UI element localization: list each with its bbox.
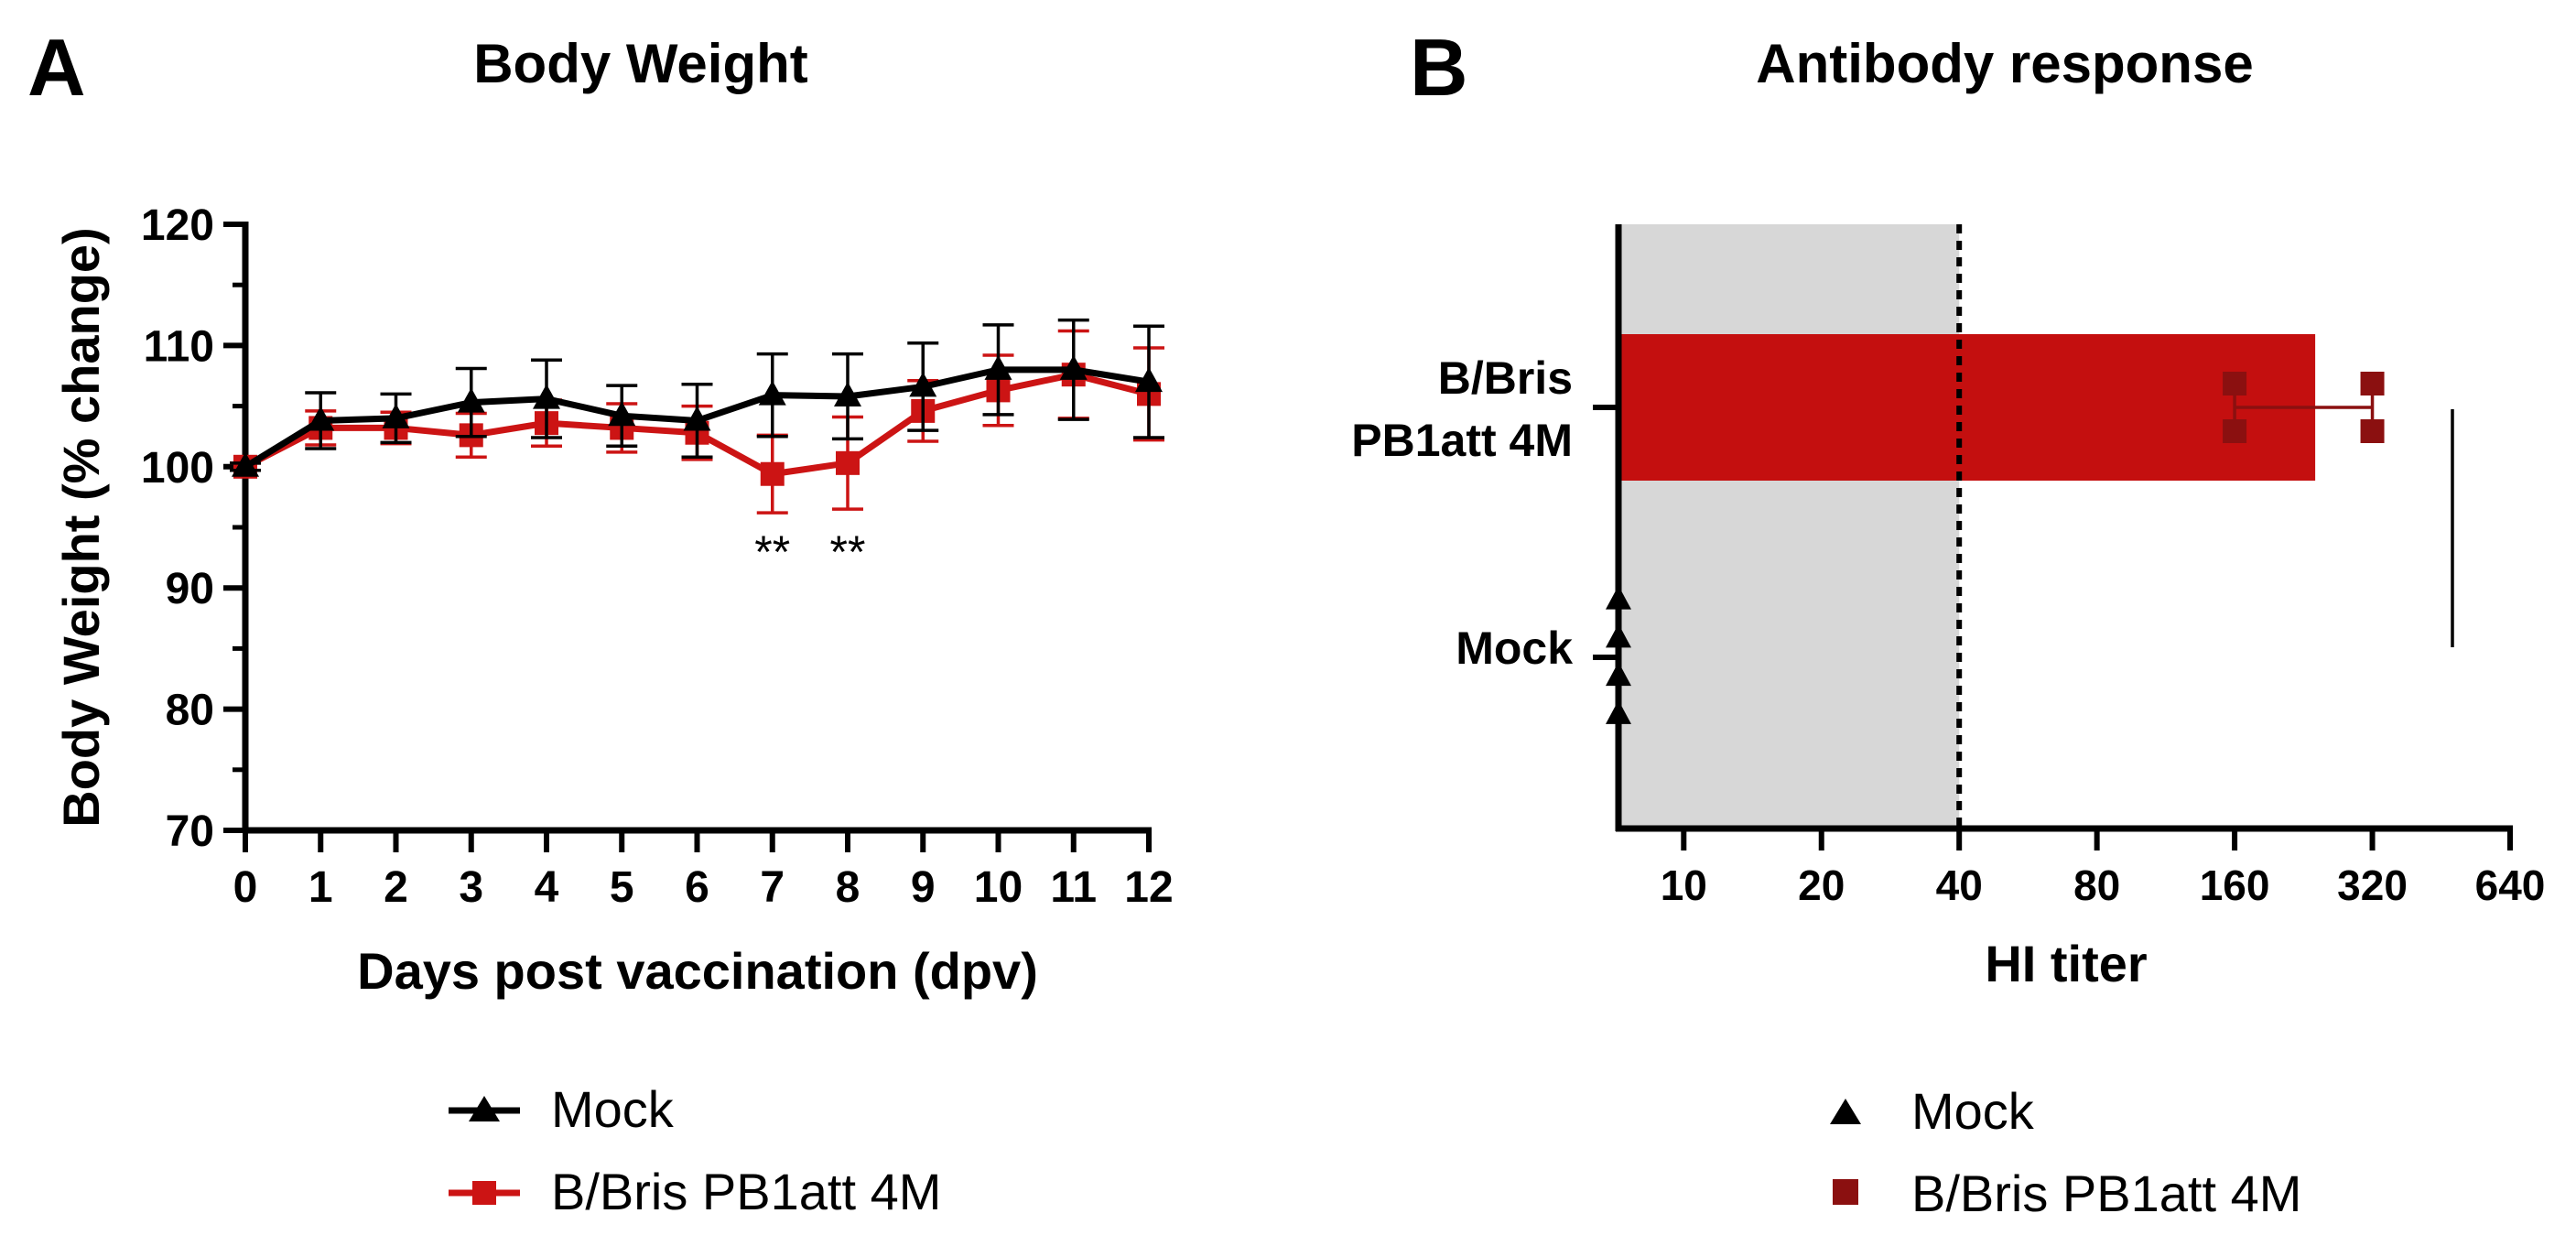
data-point-vaccine xyxy=(2223,419,2247,443)
x-tick-label: 20 xyxy=(1798,861,1845,909)
panel-a-y-axis-label: Body Weight (% change) xyxy=(52,227,110,827)
below-threshold-region xyxy=(1618,224,1960,829)
x-tick-label: 10 xyxy=(1661,861,1707,909)
legend-a-vaccine-marker xyxy=(472,1181,496,1205)
x-tick-label: 1 xyxy=(308,863,333,912)
panel-b-letter: B xyxy=(1410,22,1468,113)
x-tick-label: 5 xyxy=(610,863,634,912)
panel-a-series xyxy=(230,318,1164,515)
x-tick-label: 40 xyxy=(1936,861,1983,909)
panel-b-category-labels: B/Bris PB1att 4M Mock xyxy=(1351,352,1573,674)
data-point xyxy=(1135,367,1163,393)
x-tick-label: 3 xyxy=(459,863,483,912)
legend-b-vaccine: B/Bris PB1att 4M xyxy=(1833,1165,2301,1222)
y-tick-label: 80 xyxy=(166,687,214,735)
panel-b-x-axis-label: HI titer xyxy=(1985,935,2147,992)
x-tick-label: 2 xyxy=(384,863,408,912)
panel-a-title: Body Weight xyxy=(473,33,808,94)
legend-a-mock: Mock xyxy=(449,1080,675,1138)
panel-a-letter: A xyxy=(27,22,86,113)
x-tick-label: 7 xyxy=(760,863,785,912)
panel-a-axes xyxy=(223,222,1152,852)
x-tick-label: 8 xyxy=(836,863,860,912)
panel-a-annotations: ** ** xyxy=(754,526,865,578)
panel-a: A Body Weight Body Weight (% change) Day… xyxy=(27,22,1174,1220)
y-tick-label: 90 xyxy=(166,565,214,613)
x-tick-label: 80 xyxy=(2073,861,2120,909)
legend-b-mock: Mock xyxy=(1830,1082,2035,1140)
x-tick-label: 9 xyxy=(911,863,936,912)
series-mock xyxy=(230,318,1164,477)
legend-a-vaccine-label: B/Bris PB1att 4M xyxy=(551,1163,941,1220)
data-point-vaccine xyxy=(2223,372,2247,395)
x-tick-label: 12 xyxy=(1124,863,1173,912)
x-tick-label: 160 xyxy=(2200,861,2270,909)
data-point xyxy=(683,406,711,431)
data-point xyxy=(457,387,485,413)
significance-label: ** xyxy=(754,526,790,578)
panel-a-legend: Mock B/Bris PB1att 4M xyxy=(449,1080,941,1220)
panel-a-x-axis-label: Days post vaccination (dpv) xyxy=(357,942,1038,1000)
x-tick-label: 11 xyxy=(1050,863,1097,912)
category-label-vaccine-line1: B/Bris xyxy=(1438,352,1573,404)
data-point xyxy=(836,450,860,475)
data-point xyxy=(760,461,785,486)
data-point xyxy=(232,451,259,477)
data-point xyxy=(758,380,786,406)
data-point xyxy=(307,406,335,431)
x-tick-label: 0 xyxy=(233,863,258,912)
legend-b-vaccine-label: B/Bris PB1att 4M xyxy=(1911,1165,2301,1222)
data-point xyxy=(1059,354,1088,380)
data-point xyxy=(909,372,937,397)
y-tick-label: 70 xyxy=(166,807,214,856)
data-point xyxy=(608,401,636,427)
x-tick-label: 320 xyxy=(2337,861,2408,909)
y-tick-label: 100 xyxy=(141,444,214,493)
data-point-vaccine xyxy=(2360,419,2385,443)
bar-vaccine xyxy=(1618,334,2316,481)
category-label-vaccine-line2: PB1att 4M xyxy=(1351,415,1573,466)
x-tick-label: 640 xyxy=(2475,861,2546,909)
panel-b: B Antibody response HI titer 10 20 40 80 160… xyxy=(1351,22,2545,1222)
x-tick-label: 10 xyxy=(974,863,1023,912)
legend-a-mock-marker xyxy=(469,1096,500,1121)
data-point-vaccine xyxy=(2360,372,2385,395)
y-tick-label: 120 xyxy=(141,201,214,250)
legend-b-mock-marker xyxy=(1830,1099,1861,1124)
legend-a-vaccine: B/Bris PB1att 4M xyxy=(449,1163,941,1220)
data-point xyxy=(533,384,560,409)
panel-b-tick-labels: 10 20 40 80 160 320 640 xyxy=(1661,861,2546,909)
x-tick-label: 4 xyxy=(535,863,559,912)
panel-b-title: Antibody response xyxy=(1756,33,2253,94)
legend-a-mock-label: Mock xyxy=(551,1080,675,1138)
category-label-mock: Mock xyxy=(1456,623,1573,674)
data-point xyxy=(382,403,410,428)
significance-label: ** xyxy=(830,526,866,578)
legend-b-vaccine-marker xyxy=(1833,1179,1858,1205)
panel-b-plot xyxy=(1593,224,2513,850)
panel-b-legend: Mock B/Bris PB1att 4M xyxy=(1830,1082,2301,1222)
y-tick-label: 110 xyxy=(144,322,214,371)
data-point xyxy=(984,354,1012,380)
data-point xyxy=(834,382,861,407)
legend-b-mock-label: Mock xyxy=(1911,1082,2035,1140)
x-tick-label: 6 xyxy=(685,863,709,912)
